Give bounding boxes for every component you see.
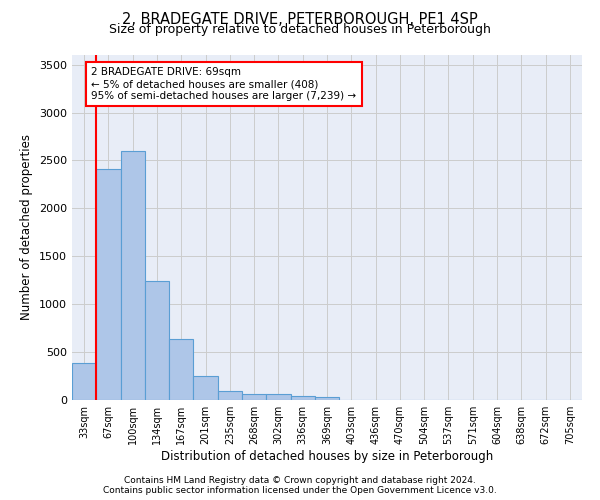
Bar bbox=[290, 396, 315, 400]
Bar bbox=[193, 376, 218, 400]
Bar bbox=[96, 169, 121, 400]
Text: Contains HM Land Registry data © Crown copyright and database right 2024.
Contai: Contains HM Land Registry data © Crown c… bbox=[103, 476, 497, 495]
Y-axis label: Number of detached properties: Number of detached properties bbox=[20, 134, 34, 320]
Bar bbox=[145, 281, 169, 400]
X-axis label: Distribution of detached houses by size in Peterborough: Distribution of detached houses by size … bbox=[161, 450, 493, 463]
Bar bbox=[266, 394, 290, 400]
Bar bbox=[169, 338, 193, 400]
Bar bbox=[315, 397, 339, 400]
Bar bbox=[242, 394, 266, 400]
Text: 2, BRADEGATE DRIVE, PETERBOROUGH, PE1 4SP: 2, BRADEGATE DRIVE, PETERBOROUGH, PE1 4S… bbox=[122, 12, 478, 28]
Text: Size of property relative to detached houses in Peterborough: Size of property relative to detached ho… bbox=[109, 22, 491, 36]
Bar bbox=[121, 151, 145, 400]
Bar bbox=[218, 391, 242, 400]
Text: 2 BRADEGATE DRIVE: 69sqm
← 5% of detached houses are smaller (408)
95% of semi-d: 2 BRADEGATE DRIVE: 69sqm ← 5% of detache… bbox=[91, 68, 356, 100]
Bar bbox=[72, 362, 96, 400]
